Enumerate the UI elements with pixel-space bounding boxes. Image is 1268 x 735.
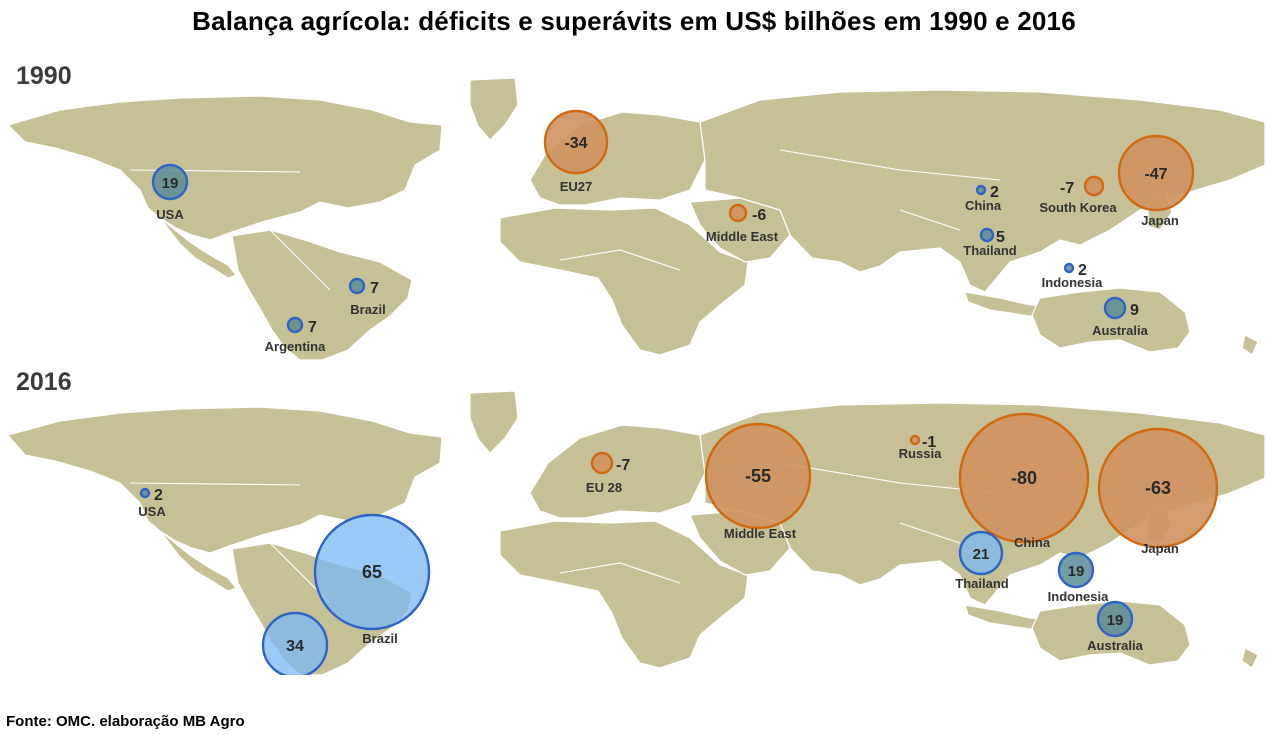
bubble-value-indonesia: 2 bbox=[1078, 262, 1087, 279]
land-masses bbox=[6, 390, 1266, 675]
country-label-usa: USA bbox=[156, 207, 184, 222]
map-svg-1990: 19 USA 7 Brazil 7 Argentina -34 EU27 -6 Middle Ea… bbox=[6, 77, 1266, 360]
country-label-brazil: Brazil bbox=[362, 631, 397, 646]
bubble-value-japan: -63 bbox=[1145, 478, 1171, 498]
world-map-1990: 19 USA 7 Brazil 7 Argentina -34 EU27 -6 Middle Ea… bbox=[0, 30, 1268, 360]
country-label-indonesia: Indonesia bbox=[1042, 275, 1103, 290]
land-masses bbox=[6, 77, 1266, 360]
country-label-brazil: Brazil bbox=[350, 302, 385, 317]
bubble-value-indonesia: 19 bbox=[1068, 563, 1085, 580]
bubble-circle-usa bbox=[151, 163, 189, 201]
bubble-circle-middle-east bbox=[728, 203, 748, 223]
bubble-value-eu: -7 bbox=[616, 457, 630, 474]
country-label-thailand: Thailand bbox=[955, 576, 1009, 591]
bubble-value-usa: 19 bbox=[162, 175, 179, 192]
bubble-japan-1990: -47 Japan bbox=[1117, 134, 1195, 228]
country-label-china: China bbox=[1014, 535, 1051, 550]
year-label-2016: 2016 bbox=[16, 368, 72, 396]
bubble-australia-2016: 19 Australia bbox=[1087, 600, 1144, 653]
bubble-circle-brazil bbox=[313, 513, 431, 631]
bubble-value-thailand: 5 bbox=[996, 229, 1005, 246]
bubble-thailand-2016: 21 Thailand bbox=[955, 530, 1009, 591]
bubble-circle-australia bbox=[1103, 296, 1127, 320]
bubble-circle-usa bbox=[139, 487, 151, 499]
country-label-eu: EU27 bbox=[560, 179, 593, 194]
country-label-middle-east: Middle East bbox=[724, 526, 797, 541]
bubble-circle-japan bbox=[1117, 134, 1195, 212]
bubble-china-2016: -80 China bbox=[958, 412, 1090, 550]
bubble-value-middle-east: -6 bbox=[752, 207, 766, 224]
bubble-usa-1990: 19 USA bbox=[151, 163, 189, 222]
bubble-circle-thailand bbox=[979, 227, 995, 243]
year-label-1990: 1990 bbox=[16, 62, 72, 90]
bubble-value-china: 2 bbox=[990, 184, 999, 201]
bubble-circle-indonesia bbox=[1057, 551, 1095, 589]
bubble-indonesia-2016: 19 Indonesia bbox=[1048, 551, 1109, 604]
bubble-japan-2016: -63 Japan bbox=[1097, 427, 1219, 556]
country-label-china: China bbox=[965, 198, 1002, 213]
country-label-south-korea: South Korea bbox=[1039, 200, 1117, 215]
bubble-circle-australia bbox=[1096, 600, 1134, 638]
country-label-argentina: Argentina bbox=[265, 339, 326, 354]
bubble-value-south-korea: -7 bbox=[1060, 180, 1074, 197]
bubble-value-china: -80 bbox=[1011, 468, 1037, 488]
country-label-eu: EU 28 bbox=[586, 480, 622, 495]
bubble-brazil-1990: 7 Brazil bbox=[348, 277, 386, 317]
bubble-value-argentina: 34 bbox=[286, 638, 304, 655]
bubble-eu-2016: -7 EU 28 bbox=[586, 451, 630, 495]
chart-title: Balança agrícola: déficits e superávits … bbox=[192, 6, 1076, 36]
bubble-circle-south-korea bbox=[1083, 175, 1105, 197]
bubble-circle-argentina bbox=[286, 316, 304, 334]
country-label-australia: Australia bbox=[1092, 323, 1148, 338]
bubble-value-japan: -47 bbox=[1144, 166, 1167, 183]
bubble-circle-japan bbox=[1097, 427, 1219, 549]
bubble-value-argentina: 7 bbox=[308, 319, 317, 336]
bubble-circle-argentina bbox=[261, 611, 329, 675]
bubble-circle-thailand bbox=[958, 530, 1004, 576]
bubble-value-usa: 2 bbox=[154, 487, 163, 504]
bubble-value-australia: 19 bbox=[1107, 612, 1124, 629]
bubble-circle-middle-east bbox=[704, 422, 812, 530]
bubble-circle-brazil bbox=[348, 277, 366, 295]
bubble-australia-1990: 9 Australia bbox=[1092, 296, 1149, 338]
bubble-circle-china bbox=[975, 184, 987, 196]
bubble-value-thailand: 21 bbox=[973, 546, 990, 563]
country-label-australia: Australia bbox=[1087, 638, 1143, 653]
bubble-brazil-2016: 65 Brazil bbox=[313, 513, 431, 646]
country-label-usa: USA bbox=[138, 504, 166, 519]
country-label-thailand: Thailand bbox=[963, 243, 1017, 258]
bubble-value-brazil: 7 bbox=[370, 280, 379, 297]
bubble-eu-1990: -34 EU27 bbox=[543, 109, 609, 194]
bubble-circle-indonesia bbox=[1063, 262, 1075, 274]
bubble-circle-eu bbox=[543, 109, 609, 175]
bubble-middle-east-2016: -55 Middle East bbox=[704, 422, 812, 541]
source-note: Fonte: OMC. elaboração MB Agro bbox=[6, 713, 245, 730]
bubble-value-brazil: 65 bbox=[362, 562, 382, 582]
bubble-argentina-1990: 7 Argentina bbox=[265, 316, 326, 354]
bubble-circle-russia bbox=[909, 434, 921, 446]
bubble-circle-eu bbox=[590, 451, 614, 475]
bubble-value-middle-east: -55 bbox=[745, 466, 771, 486]
country-label-japan: Japan bbox=[1141, 213, 1179, 228]
bubble-middle-east-1990: -6 Middle East bbox=[706, 203, 779, 244]
country-label-russia: Russia bbox=[899, 446, 942, 461]
bubble-value-australia: 9 bbox=[1130, 302, 1139, 319]
bubble-circle-china bbox=[958, 412, 1090, 544]
bubble-value-russia: -1 bbox=[922, 434, 936, 451]
bubble-layer-1990: 19 USA 7 Brazil 7 Argentina -34 EU27 -6 Middle Ea… bbox=[151, 109, 1195, 354]
bubble-value-eu: -34 bbox=[564, 135, 587, 152]
bubble-south-korea-1990: -7 South Korea bbox=[1039, 175, 1117, 215]
country-label-indonesia: Indonesia bbox=[1048, 589, 1109, 604]
country-label-japan: Japan bbox=[1141, 541, 1179, 556]
country-label-middle-east: Middle East bbox=[706, 229, 779, 244]
bubble-argentina-2016: 34Argentina bbox=[261, 611, 329, 675]
